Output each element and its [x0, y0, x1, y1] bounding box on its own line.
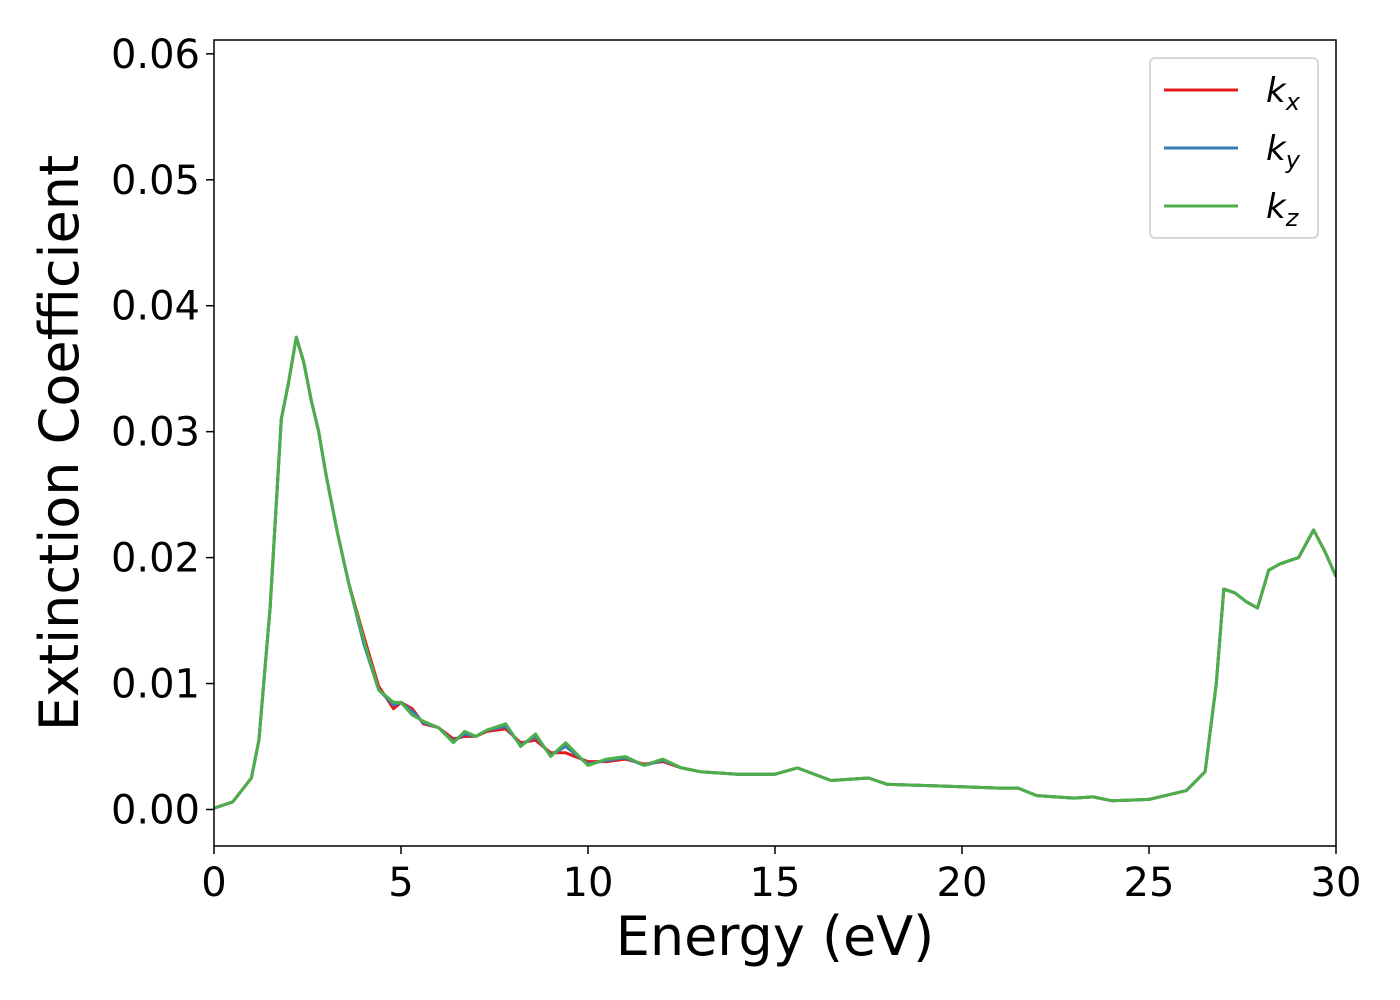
- line-series: [214, 335, 1336, 810]
- y-axis-label: Extinction Coefficient: [28, 155, 91, 731]
- x-tick-label: 5: [388, 860, 413, 906]
- line-series: [214, 335, 1336, 810]
- x-tick-label: 10: [563, 860, 614, 906]
- x-tick-label: 0: [201, 860, 226, 906]
- x-tick-label: 30: [1311, 860, 1362, 906]
- x-tick-label: 15: [750, 860, 801, 906]
- legend-label: ky: [1266, 129, 1301, 174]
- x-tick-label: 25: [1124, 860, 1175, 906]
- y-tick-label: 0.04: [111, 284, 200, 330]
- line-series: [214, 335, 1336, 810]
- y-tick-label: 0.02: [111, 536, 200, 582]
- legend-label: kx: [1266, 71, 1301, 116]
- x-axis-label: Energy (eV): [616, 905, 935, 968]
- y-tick-label: 0.06: [111, 32, 200, 78]
- x-tick-label: 20: [937, 860, 988, 906]
- legend-label: kz: [1266, 187, 1300, 232]
- y-tick-label: 0.05: [111, 158, 200, 204]
- plot-frame: [213, 39, 1337, 847]
- y-tick-label: 0.03: [111, 410, 200, 456]
- y-tick-label: 0.00: [111, 787, 200, 833]
- y-tick-label: 0.01: [111, 662, 200, 708]
